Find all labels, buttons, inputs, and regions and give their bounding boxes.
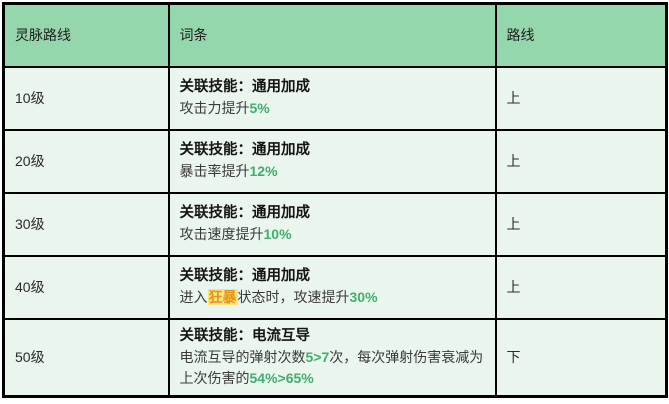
spirit-vein-table: 灵脉路线 词条 路线 10级 关联技能：通用加成 攻击力提升5% 上 20级 关… xyxy=(2,2,668,398)
level-cell: 30级 xyxy=(2,191,170,257)
green-value: 54%>65% xyxy=(249,369,314,386)
desc-text: 攻击力提升 xyxy=(179,100,250,116)
route-cell: 下 xyxy=(494,317,668,397)
entry-cell: 关联技能：电流互导 电流互导的弹射次数5>7次，每次弹射伤害衰减为上次伤害的54… xyxy=(167,317,497,397)
skill-title: 关联技能：通用加成 xyxy=(179,268,311,284)
desc-text: 攻击速度提升 xyxy=(179,226,264,242)
table-row: 40级 关联技能：通用加成 进入狂暴状态时，攻速提升30% 上 xyxy=(2,254,668,320)
level-cell: 50级 xyxy=(2,317,170,397)
skill-desc: 攻击力提升5% xyxy=(180,98,485,119)
green-value: 10% xyxy=(263,226,292,242)
route-cell: 上 xyxy=(494,65,668,131)
desc-text: 进入 xyxy=(179,289,208,305)
green-value: 5>7 xyxy=(305,348,330,365)
table-body: 10级 关联技能：通用加成 攻击力提升5% 上 20级 关联技能：通用加成 暴击… xyxy=(2,65,668,397)
green-value: 5% xyxy=(249,100,270,116)
column-header-entry: 词条 xyxy=(167,2,497,68)
table-row: 50级 关联技能：电流互导 电流互导的弹射次数5>7次，每次弹射伤害衰减为上次伤… xyxy=(2,317,668,397)
entry-cell: 关联技能：通用加成 攻击速度提升10% xyxy=(167,191,497,257)
route-cell: 上 xyxy=(494,254,668,320)
highlight-text: 狂暴 xyxy=(207,289,238,305)
desc-text: 次，每次弹射伤害衰减为上次伤害的 xyxy=(179,348,484,386)
skill-title: 关联技能：通用加成 xyxy=(179,142,311,158)
column-header-route: 路线 xyxy=(494,2,668,68)
desc-text: 暴击率提升 xyxy=(179,163,250,179)
table-row: 20级 关联技能：通用加成 暴击率提升12% 上 xyxy=(2,128,668,194)
desc-text: 电流互导的弹射次数 xyxy=(179,348,306,365)
table-row: 30级 关联技能：通用加成 攻击速度提升10% 上 xyxy=(2,191,668,257)
skill-desc: 暴击率提升12% xyxy=(180,161,485,182)
skill-desc: 进入狂暴状态时，攻速提升30% xyxy=(180,287,485,308)
header-row: 灵脉路线 词条 路线 xyxy=(2,2,668,68)
green-value: 30% xyxy=(349,289,378,305)
level-cell: 40级 xyxy=(2,254,170,320)
route-cell: 上 xyxy=(494,128,668,194)
skill-desc: 电流互导的弹射次数5>7次，每次弹射伤害衰减为上次伤害的54%>65% xyxy=(180,347,485,389)
entry-cell: 关联技能：通用加成 攻击力提升5% xyxy=(167,65,497,131)
skill-title: 关联技能：通用加成 xyxy=(179,79,311,95)
table-header: 灵脉路线 词条 路线 xyxy=(2,2,668,68)
level-cell: 10级 xyxy=(2,65,170,131)
skill-title: 关联技能：电流互导 xyxy=(179,327,311,344)
table-row: 10级 关联技能：通用加成 攻击力提升5% 上 xyxy=(2,65,668,131)
route-cell: 上 xyxy=(494,191,668,257)
skill-title: 关联技能：通用加成 xyxy=(179,205,311,221)
skill-desc: 攻击速度提升10% xyxy=(180,224,485,245)
desc-text: 状态时，攻速提升 xyxy=(237,289,350,305)
green-value: 12% xyxy=(249,163,278,179)
entry-cell: 关联技能：通用加成 暴击率提升12% xyxy=(167,128,497,194)
level-cell: 20级 xyxy=(2,128,170,194)
entry-cell: 关联技能：通用加成 进入狂暴状态时，攻速提升30% xyxy=(167,254,497,320)
column-header-level: 灵脉路线 xyxy=(2,2,170,68)
